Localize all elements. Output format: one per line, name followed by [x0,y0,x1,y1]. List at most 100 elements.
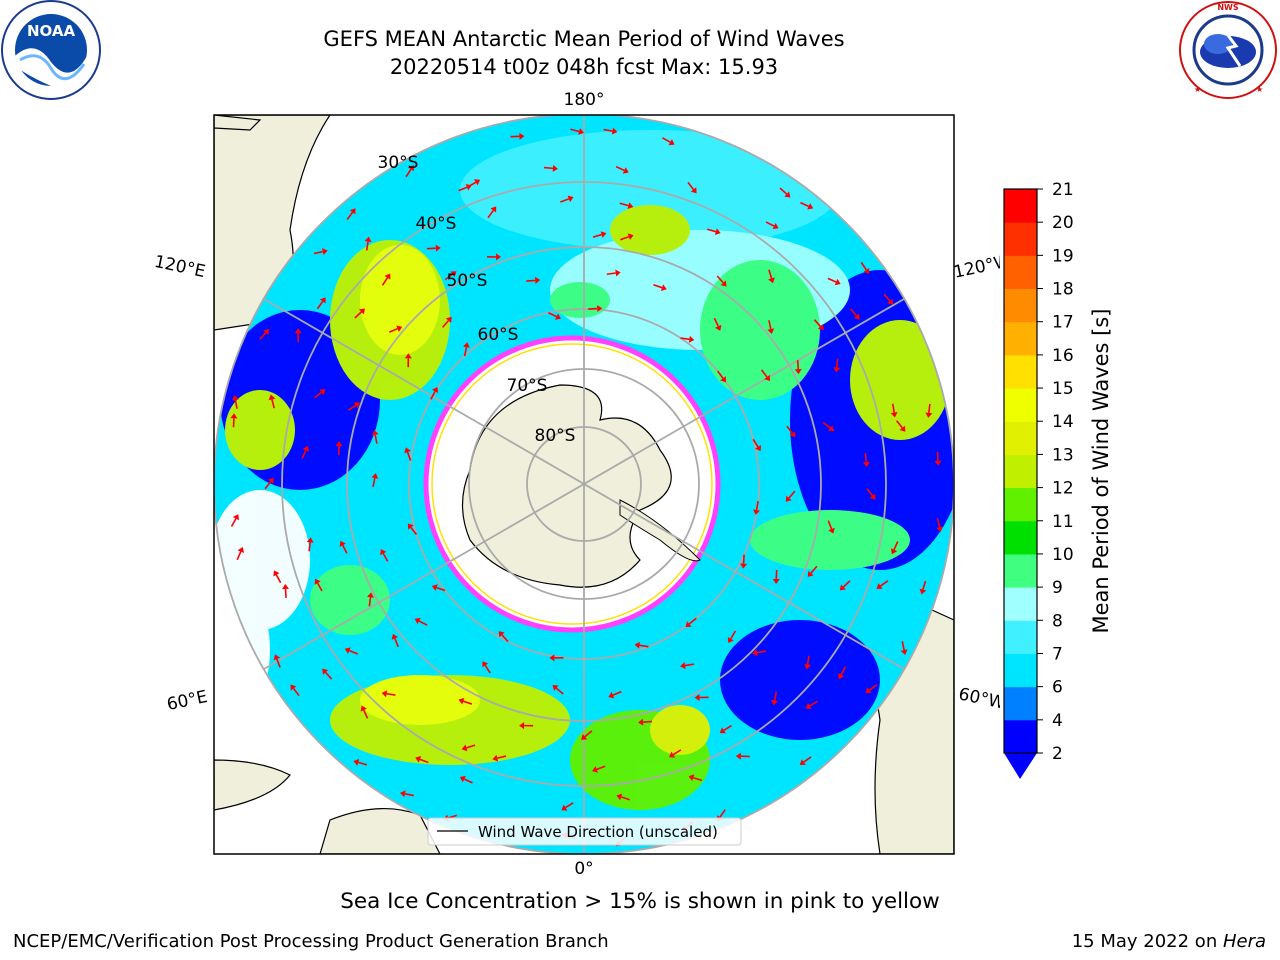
wave-arrow-head [561,804,568,811]
wave-arrow-head [335,441,343,447]
colorbar-tick-label: 10 [1052,545,1074,565]
wave-arrow-shaft [840,666,847,676]
wave-arrow-shaft [813,319,822,327]
colorbar-bins [1004,189,1037,754]
wave-arrow-head [764,374,771,382]
wave-arrow-head [680,662,686,670]
wave-arrow-shaft [662,137,671,143]
wave-arrow-shaft [730,630,737,640]
footer-machine: Hera [1222,931,1266,952]
wave-arrow-head [458,697,465,705]
wave-arrow-shaft [497,755,507,759]
svg-text:★: ★ [1256,85,1263,94]
wave-arrow-shaft [346,211,354,220]
wave-arrow-head [597,305,603,313]
wave-arrow-shaft [615,165,625,172]
wave-arrow-shaft [866,488,874,497]
wave-arrow-shaft [386,692,396,696]
wave-arrow-head [435,244,441,252]
colorbar-bin [1004,719,1037,754]
wave-arrow-head [344,647,351,654]
wave-arrow-head [496,253,502,261]
wave-arrow-head [719,727,726,734]
wave-arrow-shaft [768,320,772,330]
wave-arrow-head [371,429,379,436]
wave-arrow-head [720,280,727,287]
wave-arrow-shaft [354,311,362,319]
colorbar-under-arrow [1004,753,1037,779]
map-frame [213,114,955,855]
wave-arrow-head [268,394,276,401]
wave-arrow-shaft [292,688,300,697]
colorbar-tick-label: 8 [1052,611,1063,631]
colorbar-bin [1004,553,1037,588]
wave-arrow-shaft [349,649,359,655]
wave-arrow-head [306,537,314,543]
wave-arrow-shaft [800,201,809,208]
colorbar-tick-label: 12 [1052,479,1074,499]
colorbar-ticks: 2 4 6 7 8 9 10 11 12 13 14 15 16 17 18 19 20 21 [1037,180,1074,764]
wave-arrow-shaft [639,644,649,648]
wave-arrow-head [608,691,615,699]
wave-arrow-shaft [596,765,606,771]
wave-arrow-shaft [893,541,899,551]
wave-arrow-head [615,269,621,277]
wave-arrow-shaft [406,451,412,461]
wave-arrow-head [600,231,607,238]
wave-arrow-shaft [275,574,282,584]
colorbar-bin [1004,421,1037,455]
wave-arrow-shaft [779,187,788,195]
wave-arrow-head [567,195,574,203]
wave-arrow-shaft [264,481,272,490]
wave-arrow-head [834,278,841,286]
wave-arrow-shaft [394,638,399,648]
wave-arrow-head [685,621,692,628]
wave-arrow-head [714,228,721,236]
wave-arrow-shaft [786,425,793,434]
antarctica-land [461,384,672,588]
wave-arrow-shaft [467,181,477,188]
wave-arrow-shaft [484,664,491,674]
lon-label-60e: 60°E [165,687,209,715]
colorbar-tick-label: 16 [1052,346,1074,366]
wave-field [214,115,954,854]
wave-arrow-shaft [850,308,858,317]
wave-arrow-head [660,284,667,292]
wave-arrow-head [900,649,908,655]
wave-arrow-head [638,718,644,726]
wave-arrow-head [785,495,792,502]
wave-arrow-head [237,547,245,554]
lat-label-70s: 70°S [507,376,548,396]
wave-arrow-head [890,412,898,418]
colorbar-bin [1004,653,1037,688]
wave-arrow-shaft [365,241,369,251]
wave-arrow-head [450,271,457,278]
wave-arrow-shaft [752,438,759,448]
colorbar-tick-label: 18 [1052,280,1074,300]
wave-arrow-shaft [374,434,378,444]
wave-arrow-head [498,631,505,638]
legend-label: Wind Wave Direction (unscaled) [478,823,718,841]
wave-arrow-head [592,766,598,773]
wave-arrow-head [887,298,894,305]
wave-arrow-shaft [342,544,348,554]
wave-arrow-head [616,793,623,801]
wave-arrow-head [474,179,481,186]
wave-arrow-shaft [842,580,851,588]
wave-arrow-head [381,690,388,698]
colorbar-bin [1004,454,1037,489]
wave-arrow-head [319,297,326,304]
wave-arrow-shaft [822,421,831,429]
wave-arrow-head [490,206,497,213]
wave-arrow-shaft [313,250,323,255]
wave-arrow-head [767,328,775,334]
wave-arrow-head [534,276,541,284]
colorbar-tick-label: 17 [1052,313,1074,333]
lat-label-50s: 50°S [447,271,488,291]
wave-arrow-head [408,164,414,172]
wave-arrow-head [339,540,346,547]
wave-arrow-head [267,477,274,484]
wave-arrow-head [805,702,812,709]
wave-arrow-shaft [765,221,775,227]
wave-arrow-head [768,277,775,284]
